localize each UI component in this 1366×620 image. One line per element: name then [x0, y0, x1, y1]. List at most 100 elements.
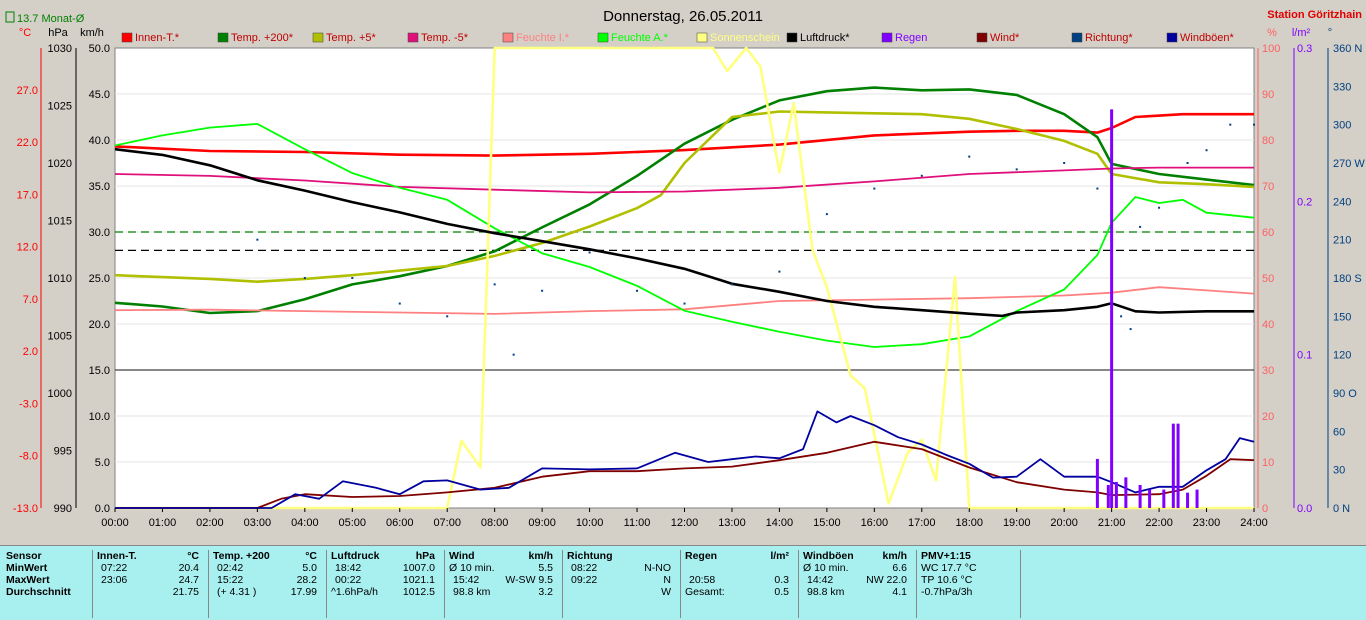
- legend-label: Temp. +5*: [326, 32, 377, 44]
- stats-value: W: [661, 586, 671, 598]
- stats-time: 15:22: [217, 574, 244, 586]
- legend-label: Richtung*: [1085, 32, 1133, 44]
- legend: Innen-T.* Temp. +200* Temp. +5* Temp. -5* Fe…: [121, 32, 1235, 44]
- stats-title: Innen-T.: [97, 550, 137, 562]
- rain-bar: [1148, 489, 1152, 508]
- rain-bar: [1162, 489, 1166, 508]
- temp-tick-label: 7.0: [23, 294, 38, 306]
- stats-row-label: MaxWert: [6, 574, 50, 586]
- month-avg-label: 13.7 Monat-Ø: [17, 13, 85, 25]
- y-tick-label: 40: [1262, 319, 1274, 331]
- stats-value: 21.75: [172, 586, 199, 598]
- y-tick-label: 40.0: [89, 135, 110, 147]
- series-line: [115, 46, 1254, 510]
- direction-point: [541, 289, 544, 292]
- stats-time: 14:42: [807, 574, 834, 586]
- y-tick-label: 60: [1333, 426, 1345, 438]
- legend-label: Windböen*: [1180, 32, 1235, 44]
- direction-point: [1186, 162, 1189, 164]
- rain-bar: [1186, 492, 1190, 508]
- direction-point: [1120, 315, 1123, 318]
- stats-time: ^1.6hPa/h: [331, 586, 378, 598]
- chart-title: Donnerstag, 26.05.2011: [603, 8, 763, 25]
- temp-tick-label: -8.0: [19, 451, 38, 463]
- pressure-unit-label: hPa: [48, 27, 68, 39]
- y-tick-label: 90: [1262, 89, 1274, 101]
- x-tick-label: 19:00: [1003, 517, 1031, 529]
- legend-label: Temp. +200*: [231, 32, 294, 44]
- stats-time: Ø 10 min.: [803, 562, 849, 574]
- stats-time: 07:22: [101, 562, 128, 574]
- legend-label: Sonnenschein: [710, 32, 780, 44]
- direction-point: [1063, 162, 1066, 164]
- temp-unit-label: °C: [19, 27, 31, 39]
- direction-point: [1015, 168, 1018, 171]
- legend-swatch: [502, 32, 514, 43]
- y-tick-label: 35.0: [89, 181, 110, 193]
- stats-divider: [1020, 550, 1022, 618]
- stats-value: 1012.5: [402, 586, 435, 598]
- direction-point: [303, 277, 306, 279]
- series-line: [114, 166, 1254, 194]
- y-tick-label: 0 N: [1333, 503, 1350, 515]
- stats-windboeen: Windböen km/h Ø 10 min. 6.6 14:42 NW 22.0 9…: [798, 550, 913, 618]
- direction-point: [351, 277, 354, 279]
- series-line: [115, 440, 1255, 509]
- legend-label: Wind*: [990, 32, 1020, 44]
- stats-value: TP 10.6 °C: [921, 574, 973, 586]
- y-tick-label: 180 S: [1333, 273, 1362, 285]
- x-tick-label: 23:00: [1193, 517, 1221, 529]
- y-tick-label: 45.0: [89, 89, 110, 101]
- stats-value: -0.7hPa/3h: [921, 586, 973, 598]
- y-tick-label: 20: [1262, 411, 1274, 423]
- stats-title: Sensor: [6, 550, 42, 562]
- x-tick-label: 06:00: [386, 517, 414, 529]
- pressure-tick-label: 1010: [48, 273, 72, 285]
- x-tick-label: 07:00: [433, 517, 461, 529]
- x-tick-label: 18:00: [955, 517, 983, 529]
- x-tick-label: 10:00: [576, 517, 604, 529]
- legend-swatch: [786, 32, 798, 43]
- y-tick-label: 80: [1262, 135, 1274, 147]
- series-line: [114, 147, 1254, 318]
- stats-unit: km/h: [882, 550, 907, 562]
- legend-swatch: [217, 32, 229, 43]
- y-tick-label: 90 O: [1333, 388, 1357, 400]
- percent-unit-label: %: [1267, 27, 1277, 39]
- pressure-tick-label: 1005: [48, 331, 72, 343]
- x-tick-label: 21:00: [1098, 517, 1126, 529]
- stats-value: 20.4: [178, 562, 199, 574]
- rain-bar: [1138, 485, 1142, 508]
- stats-value: NW 22.0: [866, 574, 907, 586]
- y-tick-label: 300: [1333, 120, 1351, 132]
- y-tick-label: 30: [1333, 465, 1345, 477]
- pressure-tick-label: 1015: [48, 216, 72, 228]
- stats-value: 1007.0: [402, 562, 435, 574]
- stats-time: Ø 10 min.: [449, 562, 495, 574]
- direction-point: [1229, 123, 1232, 126]
- temp-tick-label: 12.0: [17, 242, 38, 254]
- stats-title: Windböen: [803, 550, 854, 562]
- stats-time: 98.8 km: [453, 586, 491, 598]
- direction-point: [398, 302, 401, 305]
- pressure-tick-label: 1000: [48, 388, 72, 400]
- weather-chart: 00:00 01:00 02:00 03:00 04:00 05:00 06:00 07:00…: [5, 8, 1366, 529]
- speed-unit-label: km/h: [80, 27, 104, 39]
- rain-bar: [1176, 423, 1180, 508]
- legend-swatch: [1071, 32, 1083, 43]
- legend-label: Temp. -5*: [421, 32, 469, 44]
- direction-point: [446, 315, 449, 318]
- legend-swatch: [976, 32, 988, 43]
- direction-point: [512, 353, 515, 356]
- y-tick-label: 120: [1333, 350, 1351, 362]
- rain-bar: [1110, 109, 1114, 508]
- stats-value: 5.5: [538, 562, 553, 574]
- x-tick-label: 03:00: [244, 517, 272, 529]
- stats-luftdruck: Luftdruck hPa 18:42 1007.0 00:22 1021.1 ^1.…: [326, 550, 441, 618]
- stats-time: 23:06: [101, 574, 128, 586]
- y-tick-label: 100: [1262, 43, 1280, 55]
- stats-value: 6.6: [892, 562, 907, 574]
- x-tick-label: 11:00: [624, 517, 651, 529]
- direction-point: [968, 155, 971, 158]
- reference-lines: [115, 231, 1254, 371]
